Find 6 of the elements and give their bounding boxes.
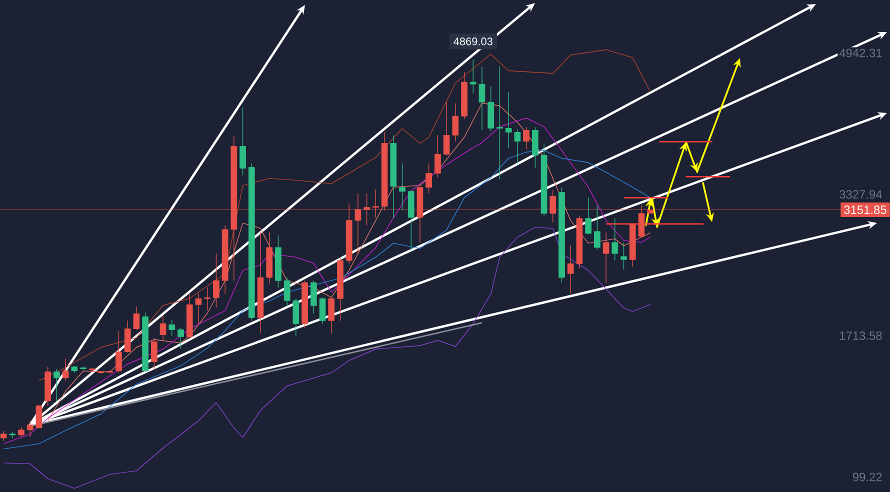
y-tick-label: 4942.31	[839, 48, 882, 58]
y-tick-label: 1713.58	[840, 331, 882, 340]
y-tick-label: 99.22	[852, 472, 882, 482]
y-tick-label: 3327.94	[840, 190, 882, 199]
annotation: 4869.03	[454, 38, 492, 46]
ref-line-label: 3151.85	[844, 206, 886, 214]
